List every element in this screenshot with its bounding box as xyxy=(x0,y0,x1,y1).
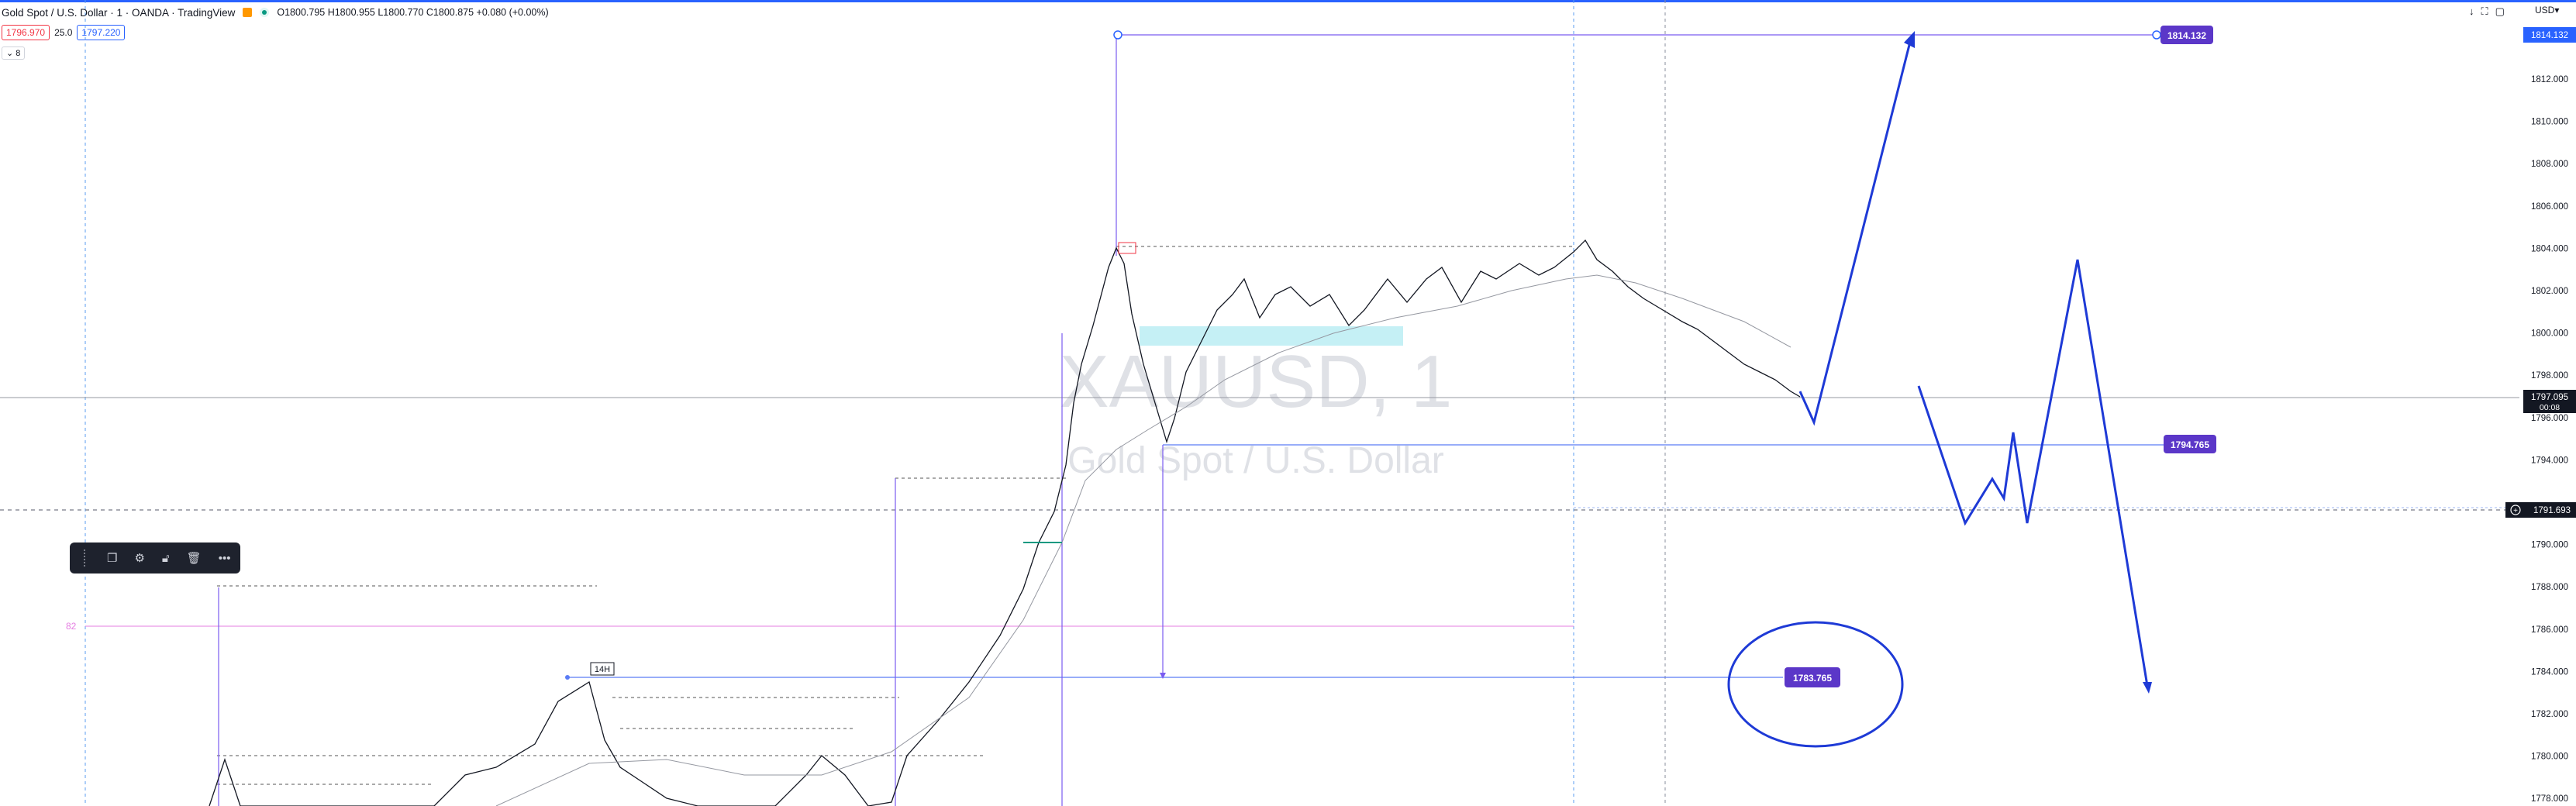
price-axis-tick: 1794.000 xyxy=(2531,456,2568,465)
drawing-toolbar[interactable]: ❐ ⚙ 🔓︎ 🗑︎ ••• xyxy=(70,542,240,574)
price-series xyxy=(209,240,1800,806)
price-axis-tick: 1806.000 xyxy=(2531,202,2568,212)
line-handle[interactable] xyxy=(1114,31,1122,39)
price-axis-tick: 1784.000 xyxy=(2531,667,2568,677)
countdown-text: 00:08 xyxy=(2540,403,2560,412)
price-axis-tick: 1808.000 xyxy=(2531,160,2568,169)
template-icon[interactable]: ❐ xyxy=(107,551,117,565)
demand-zone[interactable] xyxy=(1140,326,1403,346)
price-axis-tick: 1812.000 xyxy=(2531,75,2568,84)
line-handle[interactable] xyxy=(2153,31,2160,39)
price-axis-tick: 1804.000 xyxy=(2531,244,2568,253)
top-target-label-text: 1814.132 xyxy=(2167,30,2206,41)
arrow-icon xyxy=(2143,682,2152,694)
price-axis-tick: 1780.000 xyxy=(2531,753,2568,762)
price-axis-tick: 1782.000 xyxy=(2531,710,2568,719)
price-axis-tick: 1802.000 xyxy=(2531,287,2568,296)
current-price-text: 1797.095 xyxy=(2531,393,2568,402)
price-axis-tick: 1778.000 xyxy=(2531,794,2568,804)
signal-marker xyxy=(1119,243,1136,253)
price-axis-tick: 1788.000 xyxy=(2531,583,2568,592)
low-level-label-text: 1783.765 xyxy=(1793,673,1832,684)
price-axis[interactable]: 1812.000 1810.000 1808.000 1806.000 1804.000… xyxy=(2531,75,2568,804)
price-axis-tick: 1810.000 xyxy=(2531,118,2568,127)
watermark-symbol: XAUUSD, 1 xyxy=(1060,340,1453,423)
arrow-icon xyxy=(1160,673,1166,679)
watermark-description: Gold Spot / U.S. Dollar xyxy=(1067,440,1444,481)
timeframe-tag-label: 14H xyxy=(595,665,610,674)
price-axis-tick: 1798.000 xyxy=(2531,371,2568,381)
mid-level-label-text: 1794.765 xyxy=(2171,439,2209,450)
bullish-projection[interactable] xyxy=(1800,39,1911,422)
axis-top-target-text: 1814.132 xyxy=(2531,31,2568,40)
price-axis-tick: 1790.000 xyxy=(2531,541,2568,550)
price-axis-tick: 1786.000 xyxy=(2531,625,2568,635)
price-axis-tick: 1796.000 xyxy=(2531,414,2568,423)
drag-handle-icon[interactable] xyxy=(84,549,90,567)
price-axis-tick: 1800.000 xyxy=(2531,329,2568,339)
crosshair-price-text: 1791.693 xyxy=(2533,506,2571,515)
fib-label: 82 xyxy=(66,621,77,632)
settings-icon[interactable]: ⚙ xyxy=(134,551,144,565)
delete-icon[interactable]: 🗑︎ xyxy=(187,551,202,565)
bearish-projection[interactable] xyxy=(1919,260,2147,686)
more-icon[interactable]: ••• xyxy=(219,552,231,565)
lock-icon[interactable]: 🔓︎ xyxy=(162,552,170,565)
line-handle[interactable] xyxy=(565,675,570,680)
plus-icon-glyph: + xyxy=(2513,507,2518,515)
